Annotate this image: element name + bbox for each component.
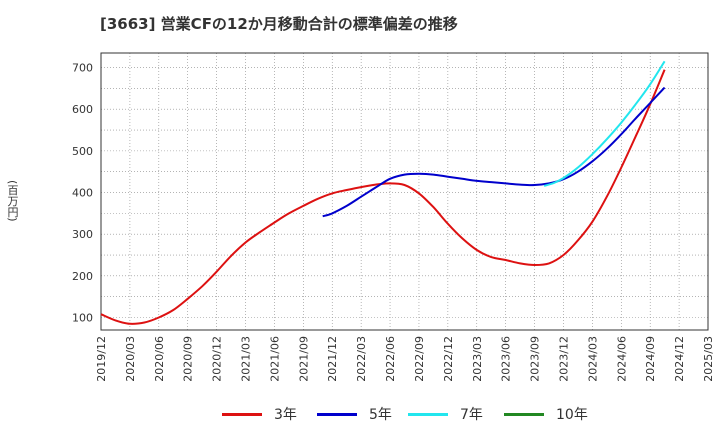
x-tick-label: 2021/03 bbox=[240, 336, 253, 382]
legend-label: 3年 bbox=[274, 407, 297, 423]
x-tick-label: 2024/09 bbox=[644, 336, 657, 382]
legend-swatch bbox=[222, 412, 262, 416]
x-tick-label: 2024/12 bbox=[673, 336, 686, 382]
y-tick-label: 100 bbox=[72, 312, 93, 325]
legend-item: 3年 bbox=[222, 402, 297, 426]
legend-item: 7年 bbox=[408, 402, 483, 426]
x-tick-label: 2023/09 bbox=[529, 336, 542, 382]
x-tick-label: 2021/06 bbox=[268, 336, 281, 382]
x-tick-label: 2020/12 bbox=[211, 336, 224, 382]
x-tick-label: 2022/06 bbox=[384, 336, 397, 382]
x-tick-label: 2022/12 bbox=[442, 336, 455, 382]
x-tick-label: 2021/12 bbox=[326, 336, 339, 382]
y-tick-label: 300 bbox=[72, 228, 93, 241]
y-tick-label: 400 bbox=[72, 187, 93, 200]
legend-label: 5年 bbox=[369, 407, 392, 423]
x-tick-label: 2019/12 bbox=[95, 336, 108, 382]
x-tick-label: 2020/03 bbox=[124, 336, 137, 382]
x-tick-label: 2021/09 bbox=[297, 336, 310, 382]
x-tick-label: 2024/06 bbox=[615, 336, 628, 382]
grid bbox=[101, 53, 708, 330]
legend: 3年 5年 7年 10年 bbox=[0, 402, 720, 426]
x-tick-label: 2022/09 bbox=[413, 336, 426, 382]
plot-frame bbox=[100, 52, 709, 331]
series-line bbox=[322, 86, 666, 218]
series-line bbox=[100, 69, 666, 325]
y-tick-label: 700 bbox=[72, 62, 93, 75]
x-tick-label: 2023/03 bbox=[471, 336, 484, 382]
legend-swatch bbox=[317, 412, 357, 416]
legend-swatch bbox=[504, 412, 544, 416]
legend-label: 10年 bbox=[556, 407, 588, 423]
legend-item: 10年 bbox=[504, 402, 588, 426]
legend-swatch bbox=[408, 412, 448, 416]
x-tick-label: 2020/09 bbox=[182, 336, 195, 382]
x-tick-label: 2025/03 bbox=[702, 336, 715, 382]
y-axis-label: (百万円) bbox=[6, 180, 19, 222]
x-tick-label: 2022/03 bbox=[355, 336, 368, 382]
legend-item: 5年 bbox=[317, 402, 392, 426]
series-line bbox=[543, 60, 666, 187]
x-tick-label: 2020/06 bbox=[153, 336, 166, 382]
legend-label: 7年 bbox=[460, 407, 483, 423]
y-tick-labels: 100 200 300 400 500 600 700 bbox=[72, 62, 93, 325]
chart-title: [3663] 営業CFの12か月移動合計の標準偏差の推移 bbox=[100, 15, 458, 33]
x-tick-labels: 2019/12 2020/03 2020/06 2020/09 2020/12 2021/… bbox=[95, 336, 715, 382]
y-tick-label: 200 bbox=[72, 270, 93, 283]
y-tick-label: 500 bbox=[72, 145, 93, 158]
x-tick-label: 2023/06 bbox=[500, 336, 513, 382]
x-tick-label: 2023/12 bbox=[557, 336, 570, 382]
line-chart: 100 200 300 400 500 600 700 2019/12 2020/03 2020… bbox=[72, 52, 715, 382]
x-tick-label: 2024/03 bbox=[586, 336, 599, 382]
series-lines bbox=[100, 60, 666, 325]
y-tick-label: 600 bbox=[72, 103, 93, 116]
